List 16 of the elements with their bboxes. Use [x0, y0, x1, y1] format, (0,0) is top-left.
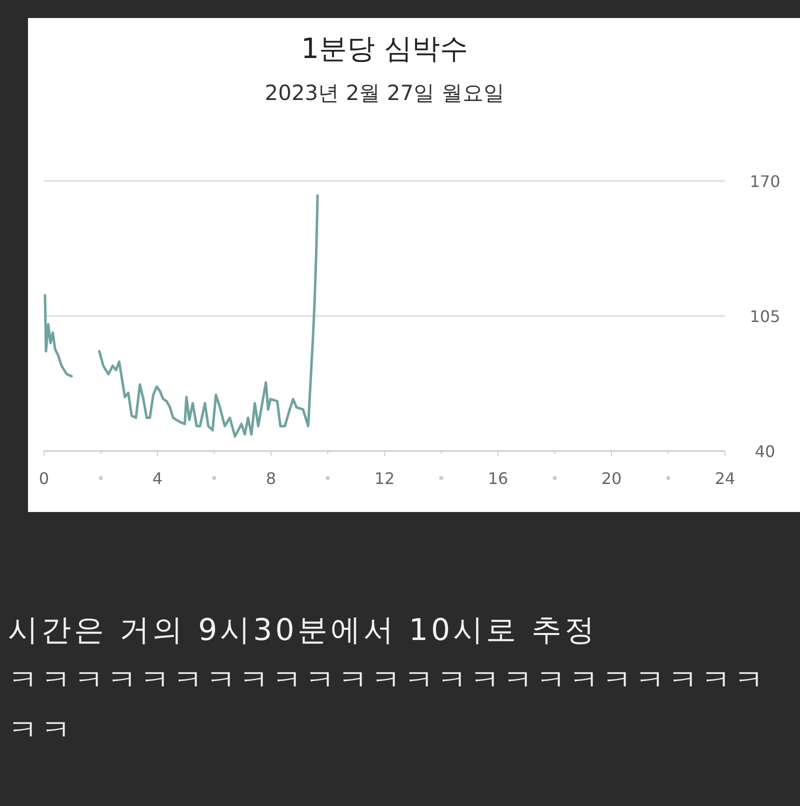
- line-series: [98, 194, 319, 438]
- text: 시간은 거의 9시30분에서 10시로 추정: [8, 612, 599, 650]
- text: ㅋㅋㅋㅋㅋㅋㅋㅋㅋㅋㅋㅋㅋㅋㅋㅋㅋㅋㅋㅋㅋㅋㅋㅋㅋ: [8, 662, 768, 750]
- line-series: [44, 294, 73, 378]
- chart-subtitle: 2023년 2월 27일 월요일: [264, 81, 504, 105]
- x-tick-label: 12: [374, 469, 395, 488]
- x-tick-label: 16: [488, 469, 508, 488]
- x-tick-label: 24: [714, 469, 736, 488]
- x-tick-label: 4: [152, 469, 163, 488]
- chart-title: 1분당 심박수: [301, 32, 468, 65]
- y-tick-label: 40: [754, 442, 776, 461]
- y-tick-label: 105: [750, 307, 780, 326]
- x-tick-label: 0: [38, 469, 50, 488]
- x-tick-label: 20: [601, 469, 622, 488]
- y-tick-label: 170: [750, 172, 780, 191]
- x-tick-label: 8: [266, 469, 276, 488]
